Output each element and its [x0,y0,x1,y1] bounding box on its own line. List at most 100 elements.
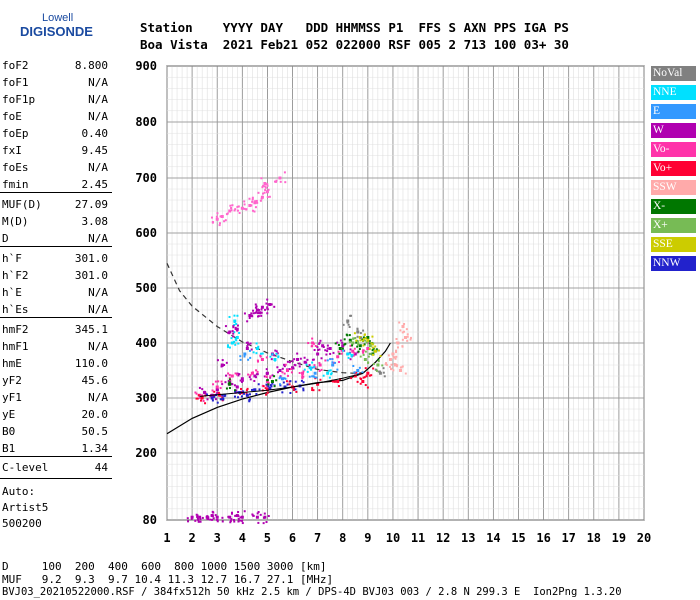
x-tick-label: 7 [314,531,321,545]
data-point [228,376,231,379]
data-point [328,369,331,372]
data-point [369,352,372,355]
data-point [371,343,374,346]
data-point [331,358,334,361]
data-point [362,336,365,339]
data-point [271,374,274,377]
data-point [381,364,384,367]
data-point [395,349,398,352]
data-point [292,367,295,370]
data-point [368,340,371,343]
data-point [318,361,321,364]
data-point [286,383,289,386]
data-point [342,323,345,326]
data-point [255,369,258,372]
data-point [243,207,246,210]
data-point [316,352,320,356]
param-value: 45.6 [81,374,109,387]
data-point [227,382,230,385]
data-point [337,385,340,388]
data-point [396,364,399,367]
param-key: foF1 [2,76,29,89]
x-tick-label: 4 [239,531,246,545]
auto-method: Artist5 [2,501,49,514]
data-point [289,380,292,383]
data-point [222,398,225,401]
data-point [366,347,369,350]
data-point [395,338,398,341]
param-value: 44 [94,461,108,474]
data-point [236,314,239,317]
data-point [246,393,249,396]
data-point [281,391,284,394]
data-point [368,348,371,351]
data-point [255,305,258,308]
data-point [326,347,329,350]
data-point [197,519,200,522]
data-point [237,205,240,208]
data-point [341,345,344,348]
param-key: B1 [2,442,16,455]
data-point [356,345,359,348]
auto-label: Auto: [2,485,36,498]
data-point [278,369,282,372]
data-point [359,382,362,385]
data-point [354,337,357,340]
data-point [390,367,393,370]
data-point [270,385,273,388]
data-point [221,359,224,362]
data-point [298,365,301,368]
data-point [377,360,380,363]
data-point [302,389,305,392]
data-point [395,341,398,344]
data-point [258,388,261,391]
data-point [367,361,370,364]
data-point [227,372,230,375]
data-point [275,352,278,355]
param-row: foEs N/A [2,161,108,178]
data-point [368,374,371,377]
data-point [243,200,246,203]
param-row: yF2 45.6 [2,374,108,391]
data-point [305,363,308,366]
data-point [264,387,267,390]
data-point [201,516,204,519]
data-point [396,341,400,345]
data-point [261,186,264,189]
data-point [234,343,237,346]
data-point [228,346,231,349]
data-point [229,519,232,522]
data-point [288,361,291,364]
data-point [234,208,237,211]
data-point [352,364,355,367]
data-point [284,377,287,380]
param-value: 301.0 [74,269,108,282]
data-point [235,339,238,342]
data-point [308,375,311,378]
param-key: foE [2,110,22,123]
y-tick-label: 300 [135,391,157,405]
data-point [351,341,355,345]
data-point [351,344,354,347]
data-point [235,336,239,339]
data-point [377,370,380,373]
data-point [372,367,375,370]
data-point [372,363,375,366]
data-point [255,347,259,350]
x-tick-label: 10 [386,531,400,545]
data-point [209,395,212,398]
data-point [348,338,352,342]
data-point [260,308,263,311]
data-point [197,520,200,523]
data-point [401,345,404,348]
data-point [302,387,305,390]
data-point [260,311,263,314]
data-point [239,519,242,522]
data-point [371,346,374,349]
data-point [383,375,386,378]
data-point [279,384,282,387]
data-point [255,393,258,396]
data-point [236,329,239,332]
y-tick-label: 80 [143,513,157,527]
